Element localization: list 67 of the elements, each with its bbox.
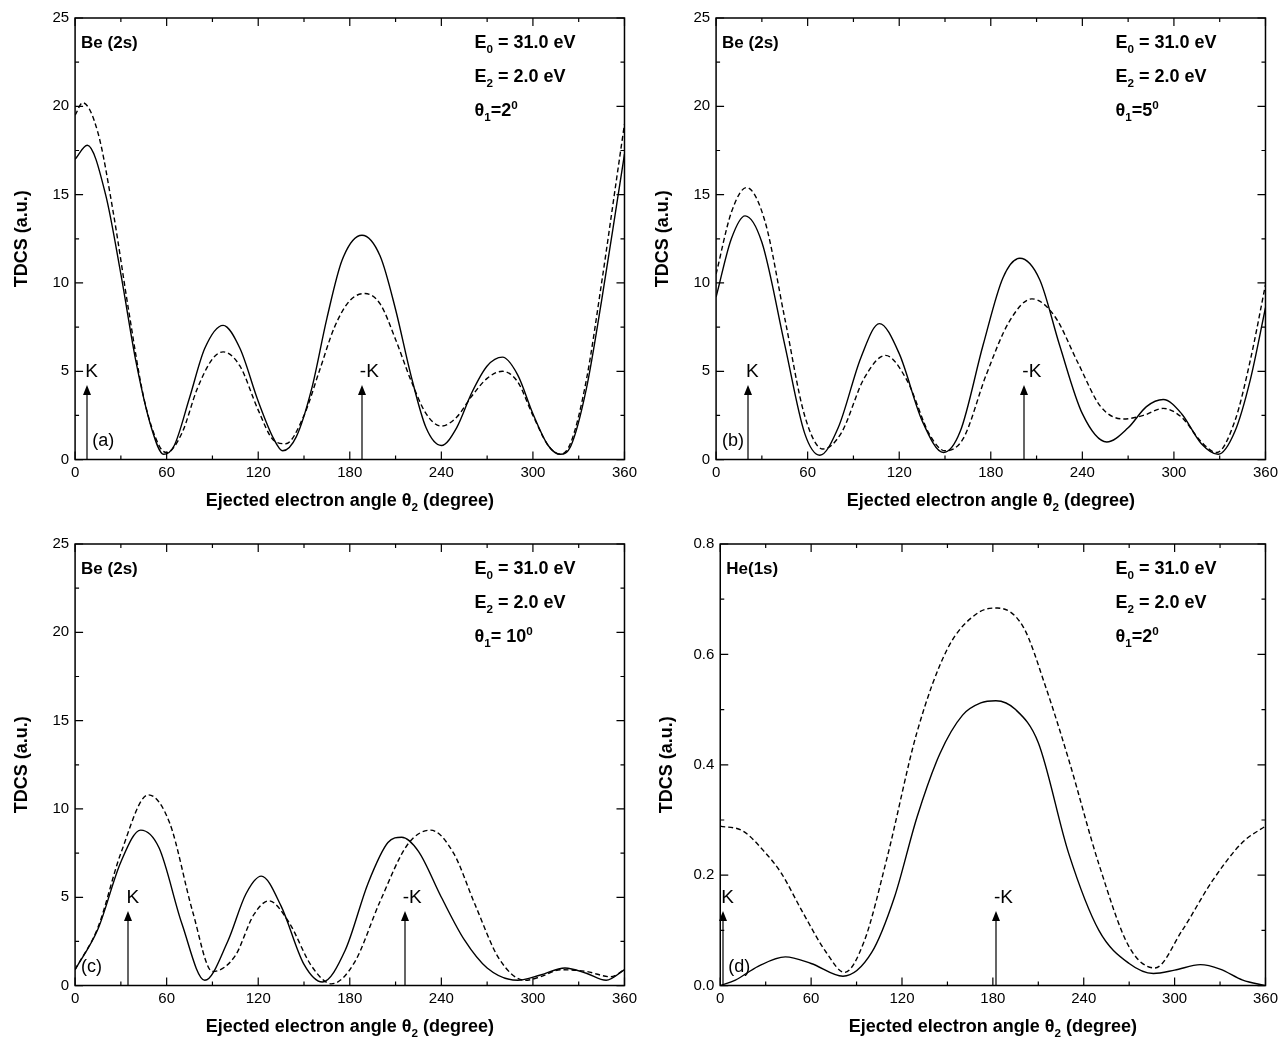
- annotation: K: [721, 886, 735, 908]
- x-tick-label: 60: [802, 988, 820, 1006]
- x-tick-label: 300: [520, 988, 546, 1006]
- y-tick-label: 15: [52, 184, 70, 202]
- x-tick-label: 120: [889, 988, 915, 1006]
- x-tick-label: 120: [245, 462, 271, 480]
- x-tick-label: 60: [799, 462, 816, 480]
- annotation: K: [126, 886, 140, 908]
- x-tick-label: 360: [611, 462, 637, 480]
- annotation: He(1s): [726, 559, 779, 578]
- annotation: (d): [728, 955, 751, 976]
- x-tick-label: 60: [158, 988, 175, 1006]
- x-tick-label: 360: [1252, 462, 1278, 480]
- y-tick-label: 20: [693, 96, 711, 114]
- y-tick-label: 10: [52, 799, 70, 817]
- x-tick-label: 240: [428, 988, 454, 1006]
- annotation: -K: [1022, 360, 1042, 382]
- x-tick-label: 180: [337, 988, 363, 1006]
- y-tick-label: 0.6: [693, 644, 715, 662]
- y-tick-label: 0: [60, 449, 70, 467]
- annotation: Be (2s): [722, 33, 779, 52]
- y-tick-label: 15: [693, 184, 711, 202]
- x-tick-label: 240: [1071, 988, 1097, 1006]
- y-tick-label: 0: [60, 975, 70, 993]
- y-tick-label: 25: [693, 8, 711, 26]
- annotation: K: [85, 360, 99, 382]
- annotation: -K: [993, 886, 1014, 908]
- annotation: (b): [722, 429, 745, 450]
- y-tick-label: 5: [701, 361, 711, 379]
- y-axis-title: TDCS (a.u.): [11, 716, 32, 814]
- y-axis-title: TDCS (a.u.): [652, 190, 673, 288]
- y-tick-label: 0.4: [693, 754, 715, 772]
- y-tick-label: 0: [701, 449, 711, 467]
- annotation: K: [746, 360, 760, 382]
- y-tick-label: 5: [60, 361, 70, 379]
- y-tick-label: 0.8: [693, 534, 715, 552]
- annotation: (a): [92, 429, 115, 450]
- x-tick-label: 60: [158, 462, 175, 480]
- x-tick-label: 360: [1252, 988, 1278, 1006]
- x-tick-label: 360: [611, 988, 637, 1006]
- y-tick-label: 0.2: [693, 865, 715, 883]
- x-tick-label: 120: [886, 462, 912, 480]
- x-tick-label: 240: [1069, 462, 1095, 480]
- x-tick-label: 300: [520, 462, 546, 480]
- x-tick-label: 300: [1161, 462, 1187, 480]
- x-tick-label: 240: [428, 462, 454, 480]
- x-tick-label: 120: [245, 988, 271, 1006]
- annotation: Be (2s): [81, 33, 138, 52]
- y-tick-label: 25: [52, 8, 70, 26]
- y-tick-label: 20: [52, 96, 70, 114]
- y-tick-label: 10: [693, 273, 711, 291]
- x-tick-label: 180: [980, 988, 1006, 1006]
- x-tick-label: 180: [337, 462, 363, 480]
- annotation: (c): [81, 955, 103, 976]
- y-tick-label: 25: [52, 534, 70, 552]
- y-axis-title: TDCS (a.u.): [656, 716, 677, 814]
- annotation: -K: [359, 360, 380, 382]
- x-tick-label: 300: [1162, 988, 1188, 1006]
- y-tick-label: 5: [60, 887, 70, 905]
- y-tick-label: 10: [52, 273, 70, 291]
- y-tick-label: 15: [52, 710, 70, 728]
- y-tick-label: 20: [52, 622, 70, 640]
- annotation: Be (2s): [81, 559, 138, 578]
- y-tick-label: 0.0: [693, 975, 715, 993]
- annotation: -K: [402, 886, 423, 908]
- x-tick-label: 180: [978, 462, 1004, 480]
- y-axis-title: TDCS (a.u.): [11, 190, 32, 288]
